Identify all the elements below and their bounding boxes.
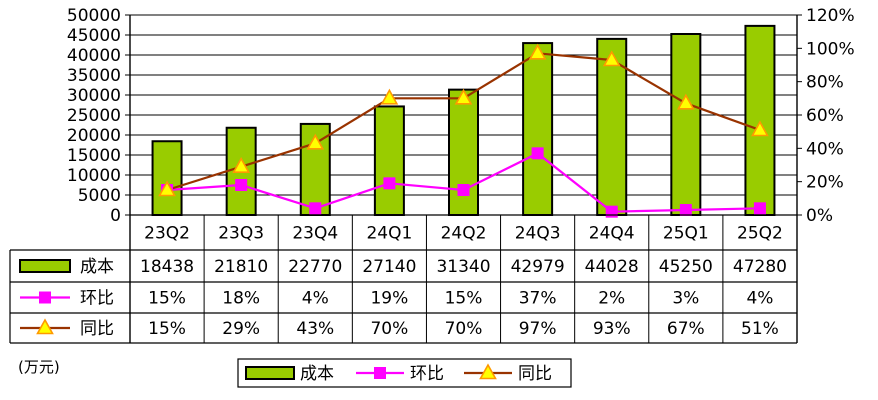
data-table: 23Q2 23Q3 23Q4 24Q1 24Q2 24Q3 24Q4 25Q1 25Q2 1843… <box>9 214 797 344</box>
unit-label: (万元) <box>18 358 60 376</box>
data-label: 51% <box>741 319 779 339</box>
data-label: 27140 <box>362 257 416 277</box>
mom-point <box>457 184 470 196</box>
data-label: 15% <box>148 289 186 309</box>
data-label: 15% <box>148 319 186 339</box>
data-label: 45250 <box>659 257 713 277</box>
x-tick-label: 24Q4 <box>589 224 635 244</box>
yoy-point <box>306 133 325 150</box>
bar-cost <box>596 37 628 216</box>
y-left-tick-label: 0 <box>110 206 121 226</box>
yoy-point <box>676 93 695 110</box>
data-label: 29% <box>222 319 260 339</box>
data-label: 3% <box>672 289 699 309</box>
y-right-tick-label: 120% <box>806 6 855 26</box>
y-right-tick-label: 40% <box>806 139 844 159</box>
y-left-tick-label: 45000 <box>67 26 121 46</box>
data-label: 31340 <box>436 257 490 277</box>
y-right-tick-label: 80% <box>806 73 844 93</box>
data-label: 18% <box>222 289 260 309</box>
mom-point <box>605 205 618 218</box>
x-tick-label: 23Q3 <box>218 224 264 244</box>
data-label: 18438 <box>140 257 194 277</box>
mom-point <box>235 179 248 191</box>
data-label: 67% <box>667 319 705 339</box>
data-label: 97% <box>519 319 557 339</box>
bars <box>151 24 776 216</box>
y-left-tick-label: 40000 <box>67 46 121 66</box>
y-right-tick-label: 100% <box>806 39 855 59</box>
bar-cost <box>373 105 405 216</box>
mom-point <box>383 177 396 190</box>
legend-label: 同比 <box>518 364 552 384</box>
legend-label: 成本 <box>300 364 334 384</box>
y-left-tick-label: 30000 <box>67 86 121 106</box>
data-label: 15% <box>445 289 483 309</box>
table-key-marker <box>39 291 51 304</box>
y-left-tick-label: 10000 <box>67 166 121 186</box>
y-left-tick-label: 35000 <box>67 66 121 86</box>
x-tick-label: 25Q1 <box>663 224 709 244</box>
data-label: 21810 <box>214 257 268 277</box>
bar-cost <box>151 140 183 216</box>
data-label: 37% <box>519 289 557 309</box>
legend-key-marker <box>374 367 386 379</box>
y-right-tick-label: 60% <box>806 106 844 126</box>
data-label: 47280 <box>733 257 787 277</box>
series-name: 环比 <box>80 289 114 309</box>
yoy-point <box>158 180 176 197</box>
data-label: 44028 <box>585 257 639 277</box>
yoy-point <box>751 120 769 137</box>
yoy-point <box>528 43 547 60</box>
x-tick-label: 23Q4 <box>292 224 338 244</box>
y-left-tick-label: 20000 <box>67 126 121 146</box>
table-key-bar <box>19 259 71 273</box>
y-left-tick-label: 25000 <box>67 106 121 126</box>
mom-point <box>679 204 692 216</box>
yoy-point <box>232 157 251 173</box>
series-name: 同比 <box>80 319 114 339</box>
bar-cost <box>522 42 554 216</box>
lines <box>158 43 769 218</box>
y-left-tick-label: 50000 <box>67 6 121 26</box>
data-label: 42979 <box>511 257 565 277</box>
data-label: 70% <box>445 319 483 339</box>
data-label: 19% <box>370 289 408 309</box>
x-tick-label: 24Q1 <box>366 224 412 244</box>
data-label: 93% <box>593 319 631 339</box>
data-label: 43% <box>296 319 334 339</box>
table-key-marker <box>36 318 54 335</box>
bar-cost <box>448 88 479 216</box>
legend-key-bar <box>245 366 295 380</box>
data-label: 2% <box>598 289 625 309</box>
mom-point <box>531 147 544 160</box>
yoy-point <box>380 88 399 105</box>
axes: 0500010000150002000025000300003500040000… <box>67 6 855 343</box>
x-tick-label: 24Q3 <box>515 224 561 244</box>
yoy-point <box>454 88 473 105</box>
series-name: 成本 <box>80 257 114 277</box>
y-right-tick-label: 0% <box>806 206 833 226</box>
data-label: 4% <box>302 289 329 309</box>
y-right-tick-label: 20% <box>806 173 844 193</box>
x-tick-label: 23Q2 <box>144 224 190 244</box>
x-tick-label: 24Q2 <box>441 224 487 244</box>
data-label: 70% <box>370 319 408 339</box>
data-label: 4% <box>746 289 773 309</box>
x-tick-label: 25Q2 <box>737 224 783 244</box>
legend-key-marker <box>479 363 497 380</box>
legend: 成本 环比 同比 <box>237 358 572 388</box>
bar-cost <box>670 33 702 216</box>
mom-point <box>753 202 766 215</box>
yoy-point <box>602 50 621 67</box>
legend-label: 环比 <box>410 364 444 384</box>
mom-point <box>309 202 322 215</box>
data-label: 22770 <box>288 257 342 277</box>
y-left-tick-label: 15000 <box>67 146 121 166</box>
y-left-tick-label: 5000 <box>78 186 121 206</box>
